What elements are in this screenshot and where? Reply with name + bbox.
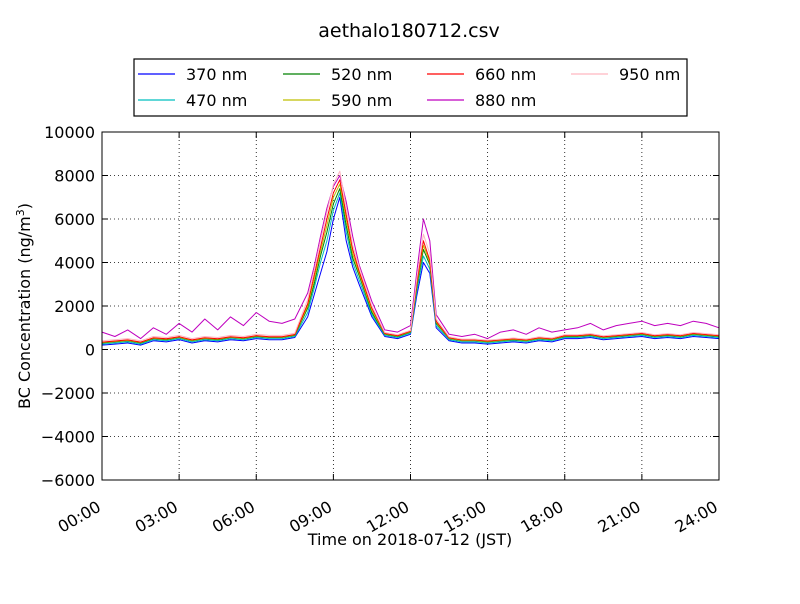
legend-label: 370 nm xyxy=(186,65,247,84)
legend: 370 nm 470 nm 520 nm 590 nm 660 nm 880 nm 950 … xyxy=(133,58,688,117)
legend-label: 950 nm xyxy=(619,65,680,84)
y-tick-label: 6000 xyxy=(54,210,95,229)
legend-items: 370 nm 470 nm 520 nm 590 nm 660 nm 880 nm 950 … xyxy=(138,65,680,110)
y-tick-label: −6000 xyxy=(41,471,95,490)
y-tick-label: 4000 xyxy=(54,254,95,273)
y-tick-label: 8000 xyxy=(54,167,95,186)
y-axis-label-main: BC Concentration (ng/m xyxy=(15,216,34,409)
legend-label: 880 nm xyxy=(475,91,536,110)
y-ticks: 10000 8000 6000 4000 2000 0 −2000 −4000 −6000 xyxy=(41,123,719,490)
plot-area: 00:00 03:00 06:00 09:00 12:00 15:00 18:00 21:00… xyxy=(41,123,721,537)
x-tick-label: 03:00 xyxy=(132,497,181,537)
x-tick-label: 00:00 xyxy=(55,497,104,537)
y-tick-label: −4000 xyxy=(41,428,95,447)
y-tick-label: 0 xyxy=(85,341,95,360)
y-tick-label: −2000 xyxy=(41,384,95,403)
x-axis-label: Time on 2018-07-12 (JST) xyxy=(307,530,512,549)
x-tick-label: 18:00 xyxy=(517,497,566,537)
legend-item: 470 nm xyxy=(138,91,247,110)
grid-y xyxy=(102,175,719,437)
legend-item: 880 nm xyxy=(427,91,536,110)
chart-title: aethalo180712.csv xyxy=(318,20,500,42)
legend-item: 950 nm xyxy=(571,65,680,84)
legend-item: 370 nm xyxy=(138,65,247,84)
x-tick-label: 24:00 xyxy=(672,497,721,537)
legend-box xyxy=(133,58,688,117)
legend-label: 590 nm xyxy=(331,91,392,110)
series-line-370-nm xyxy=(101,196,720,346)
y-axis-label-sup: 3 xyxy=(14,209,27,216)
series-line-880-nm xyxy=(101,175,720,340)
series-lines xyxy=(101,170,720,346)
legend-item: 520 nm xyxy=(283,65,392,84)
x-tick-label: 06:00 xyxy=(209,497,258,537)
legend-label: 470 nm xyxy=(186,91,247,110)
series-line-950-nm xyxy=(101,170,720,342)
y-axis-label-close: ) xyxy=(15,203,34,209)
series-line-470-nm xyxy=(101,192,720,345)
y-tick-label: 10000 xyxy=(44,123,95,142)
x-tick-label: 21:00 xyxy=(594,497,643,537)
legend-label: 660 nm xyxy=(475,65,536,84)
legend-item: 660 nm xyxy=(427,65,536,84)
series-line-660-nm xyxy=(101,179,720,343)
legend-item: 590 nm xyxy=(283,91,392,110)
y-axis-label: BC Concentration (ng/m3) xyxy=(14,203,34,409)
legend-label: 520 nm xyxy=(331,65,392,84)
y-tick-label: 2000 xyxy=(54,297,95,316)
